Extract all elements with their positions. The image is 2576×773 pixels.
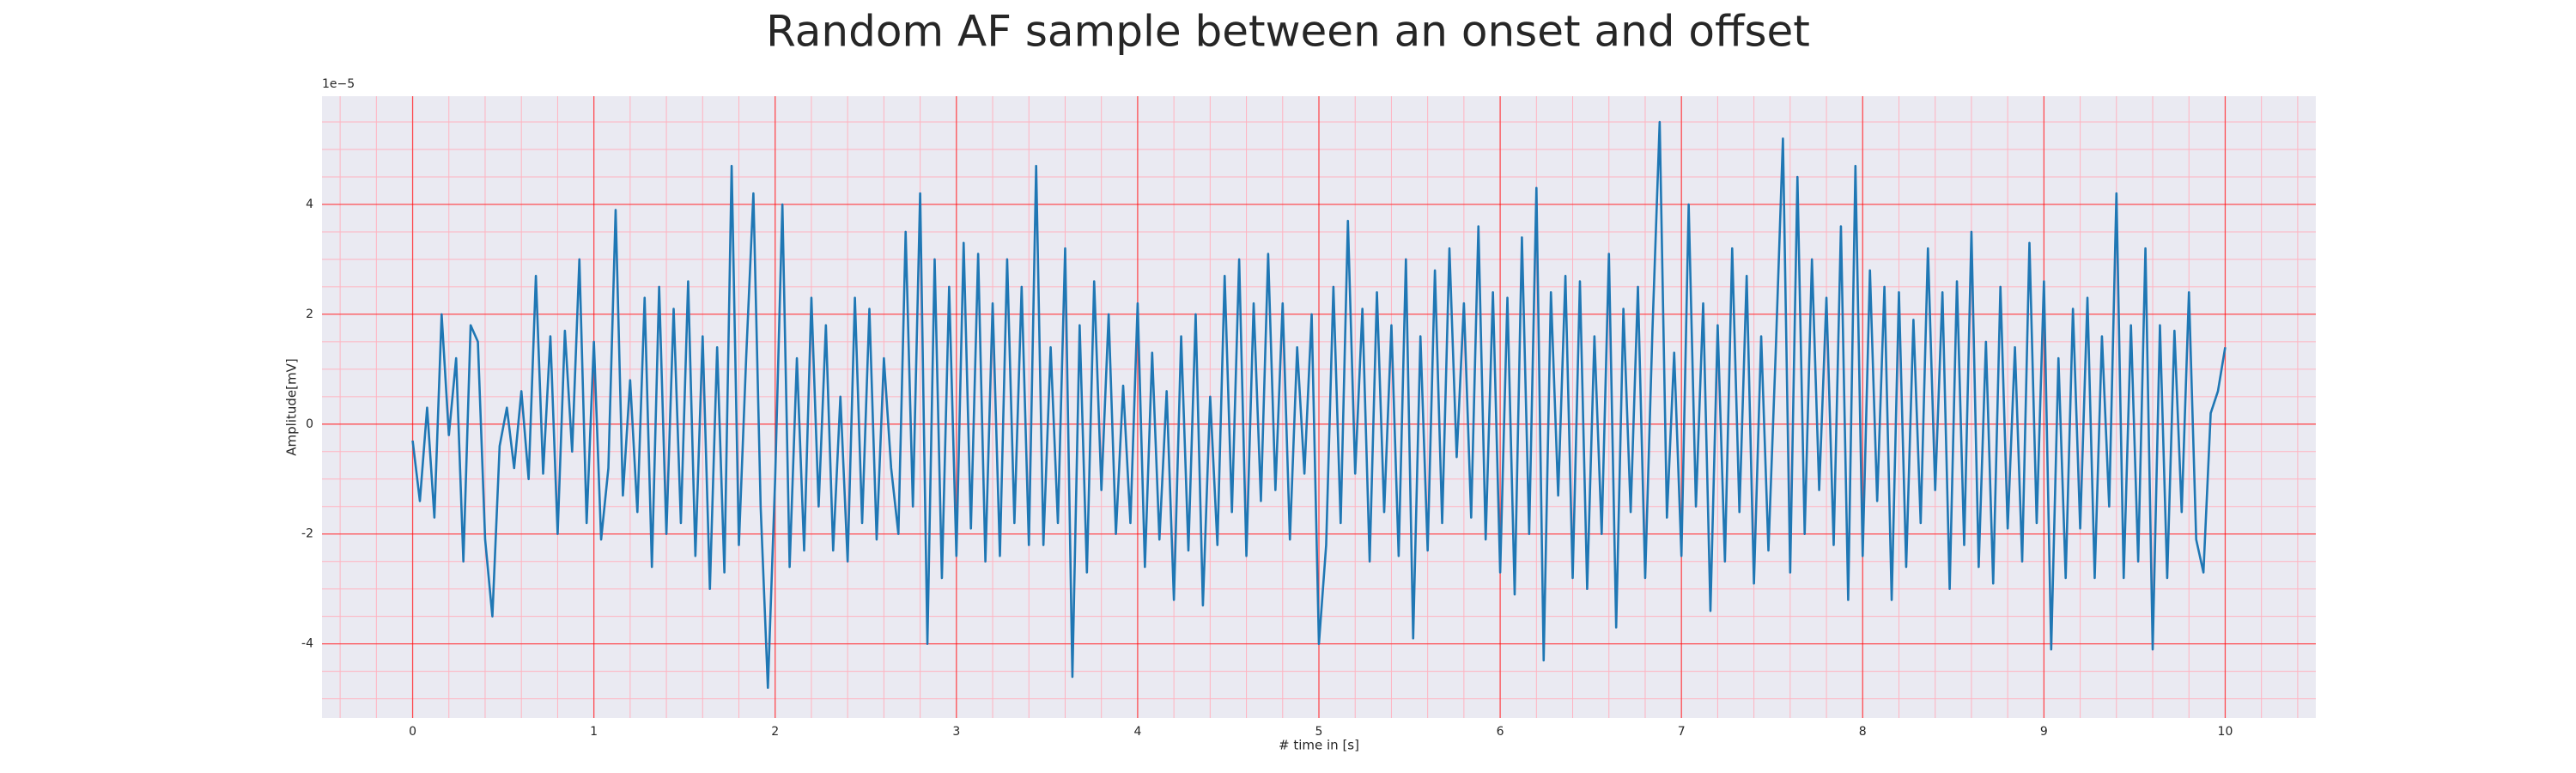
x-tick-label: 4 [1133, 725, 1141, 739]
x-tick-label: 6 [1497, 725, 1504, 739]
x-tick-label: 9 [2040, 725, 2048, 739]
y-axis-label: Amplitude[mV] [284, 358, 300, 455]
y-tick-label: -4 [301, 637, 313, 651]
x-tick-label: 5 [1315, 725, 1323, 739]
x-axis-label: # time in [s] [1279, 738, 1359, 753]
x-tick-label: 10 [2218, 725, 2233, 739]
x-tick-label: 0 [409, 725, 416, 739]
y-offset-label: 1e−5 [322, 77, 355, 91]
signal-line [411, 120, 2227, 690]
x-tick-label: 1 [590, 725, 598, 739]
x-tick-label: 3 [952, 725, 960, 739]
x-tick-label: 2 [771, 725, 779, 739]
x-tick-label: 7 [1678, 725, 1686, 739]
y-tick-label: -2 [301, 527, 313, 541]
x-tick-label: 8 [1859, 725, 1867, 739]
y-tick-label: 4 [306, 198, 313, 211]
y-tick-label: 0 [306, 417, 313, 431]
y-tick-label: 2 [306, 307, 313, 321]
chart-title: Random AF sample between an onset and of… [766, 7, 1810, 57]
